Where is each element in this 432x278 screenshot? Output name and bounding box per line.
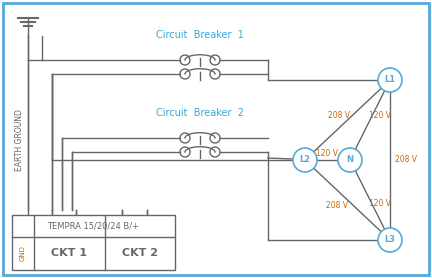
Text: Circuit  Breaker  1: Circuit Breaker 1 bbox=[156, 30, 244, 40]
Text: CKT 2: CKT 2 bbox=[122, 249, 158, 259]
Text: EARTH GROUND: EARTH GROUND bbox=[16, 109, 25, 171]
Text: 120 V: 120 V bbox=[317, 150, 339, 158]
Text: 208 V: 208 V bbox=[327, 200, 349, 210]
Text: CKT 1: CKT 1 bbox=[51, 249, 87, 259]
Circle shape bbox=[338, 148, 362, 172]
Circle shape bbox=[378, 68, 402, 92]
Text: 208 V: 208 V bbox=[328, 111, 350, 120]
Text: L3: L3 bbox=[384, 235, 396, 244]
Circle shape bbox=[378, 228, 402, 252]
Text: 208 V: 208 V bbox=[395, 155, 417, 165]
Text: Circuit  Breaker  2: Circuit Breaker 2 bbox=[156, 108, 244, 118]
Circle shape bbox=[293, 148, 317, 172]
Text: TEMPRA 15/20/24 B/+: TEMPRA 15/20/24 B/+ bbox=[48, 222, 140, 230]
Text: 120 V: 120 V bbox=[369, 111, 391, 120]
FancyBboxPatch shape bbox=[3, 3, 429, 275]
Text: L2: L2 bbox=[299, 155, 311, 165]
FancyBboxPatch shape bbox=[12, 215, 175, 270]
Text: GND: GND bbox=[20, 245, 26, 261]
Text: L1: L1 bbox=[384, 76, 396, 85]
Text: 120 V: 120 V bbox=[369, 200, 391, 208]
Text: N: N bbox=[346, 155, 353, 165]
